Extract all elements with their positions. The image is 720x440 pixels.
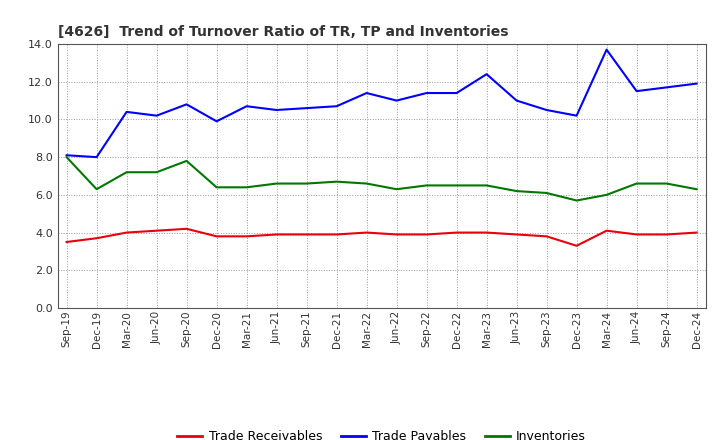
Inventories xyxy=(632,181,641,186)
Trade Payables xyxy=(422,90,431,95)
Trade Receivables xyxy=(542,234,551,239)
Trade Receivables xyxy=(272,232,281,237)
Inventories xyxy=(422,183,431,188)
Inventories xyxy=(513,188,521,194)
Trade Payables xyxy=(482,72,491,77)
Trade Payables xyxy=(153,113,161,118)
Trade Payables xyxy=(182,102,191,107)
Trade Payables xyxy=(242,103,251,109)
Inventories xyxy=(452,183,461,188)
Trade Receivables xyxy=(662,232,671,237)
Trade Payables xyxy=(302,106,311,111)
Trade Payables xyxy=(662,85,671,90)
Trade Receivables xyxy=(153,228,161,233)
Line: Trade Payables: Trade Payables xyxy=(66,50,697,157)
Inventories xyxy=(272,181,281,186)
Inventories xyxy=(693,187,701,192)
Inventories xyxy=(302,181,311,186)
Trade Receivables xyxy=(452,230,461,235)
Trade Payables xyxy=(122,109,131,114)
Inventories xyxy=(392,187,401,192)
Trade Receivables xyxy=(122,230,131,235)
Trade Payables xyxy=(62,153,71,158)
Line: Trade Receivables: Trade Receivables xyxy=(66,229,697,246)
Trade Receivables xyxy=(392,232,401,237)
Inventories xyxy=(333,179,341,184)
Trade Receivables xyxy=(422,232,431,237)
Trade Receivables xyxy=(212,234,221,239)
Trade Receivables xyxy=(333,232,341,237)
Legend: Trade Receivables, Trade Payables, Inventories: Trade Receivables, Trade Payables, Inven… xyxy=(172,425,591,440)
Trade Receivables xyxy=(62,239,71,245)
Inventories xyxy=(482,183,491,188)
Trade Receivables xyxy=(632,232,641,237)
Text: [4626]  Trend of Turnover Ratio of TR, TP and Inventories: [4626] Trend of Turnover Ratio of TR, TP… xyxy=(58,25,508,39)
Trade Receivables xyxy=(602,228,611,233)
Trade Payables xyxy=(333,103,341,109)
Trade Receivables xyxy=(92,235,101,241)
Trade Receivables xyxy=(572,243,581,249)
Inventories xyxy=(662,181,671,186)
Inventories xyxy=(122,169,131,175)
Trade Payables xyxy=(362,90,371,95)
Trade Receivables xyxy=(693,230,701,235)
Trade Receivables xyxy=(182,226,191,231)
Trade Payables xyxy=(392,98,401,103)
Inventories xyxy=(153,169,161,175)
Inventories xyxy=(572,198,581,203)
Inventories xyxy=(182,158,191,164)
Inventories xyxy=(92,187,101,192)
Inventories xyxy=(602,192,611,198)
Inventories xyxy=(542,191,551,196)
Trade Payables xyxy=(272,107,281,113)
Trade Receivables xyxy=(242,234,251,239)
Trade Payables xyxy=(452,90,461,95)
Trade Payables xyxy=(542,107,551,113)
Trade Receivables xyxy=(302,232,311,237)
Trade Payables xyxy=(513,98,521,103)
Inventories xyxy=(362,181,371,186)
Inventories xyxy=(242,185,251,190)
Trade Receivables xyxy=(513,232,521,237)
Trade Payables xyxy=(602,47,611,52)
Trade Payables xyxy=(572,113,581,118)
Inventories xyxy=(212,185,221,190)
Trade Payables xyxy=(92,154,101,160)
Inventories xyxy=(62,154,71,160)
Trade Payables xyxy=(212,119,221,124)
Trade Receivables xyxy=(482,230,491,235)
Trade Receivables xyxy=(362,230,371,235)
Trade Payables xyxy=(693,81,701,86)
Line: Inventories: Inventories xyxy=(66,157,697,201)
Trade Payables xyxy=(632,88,641,94)
